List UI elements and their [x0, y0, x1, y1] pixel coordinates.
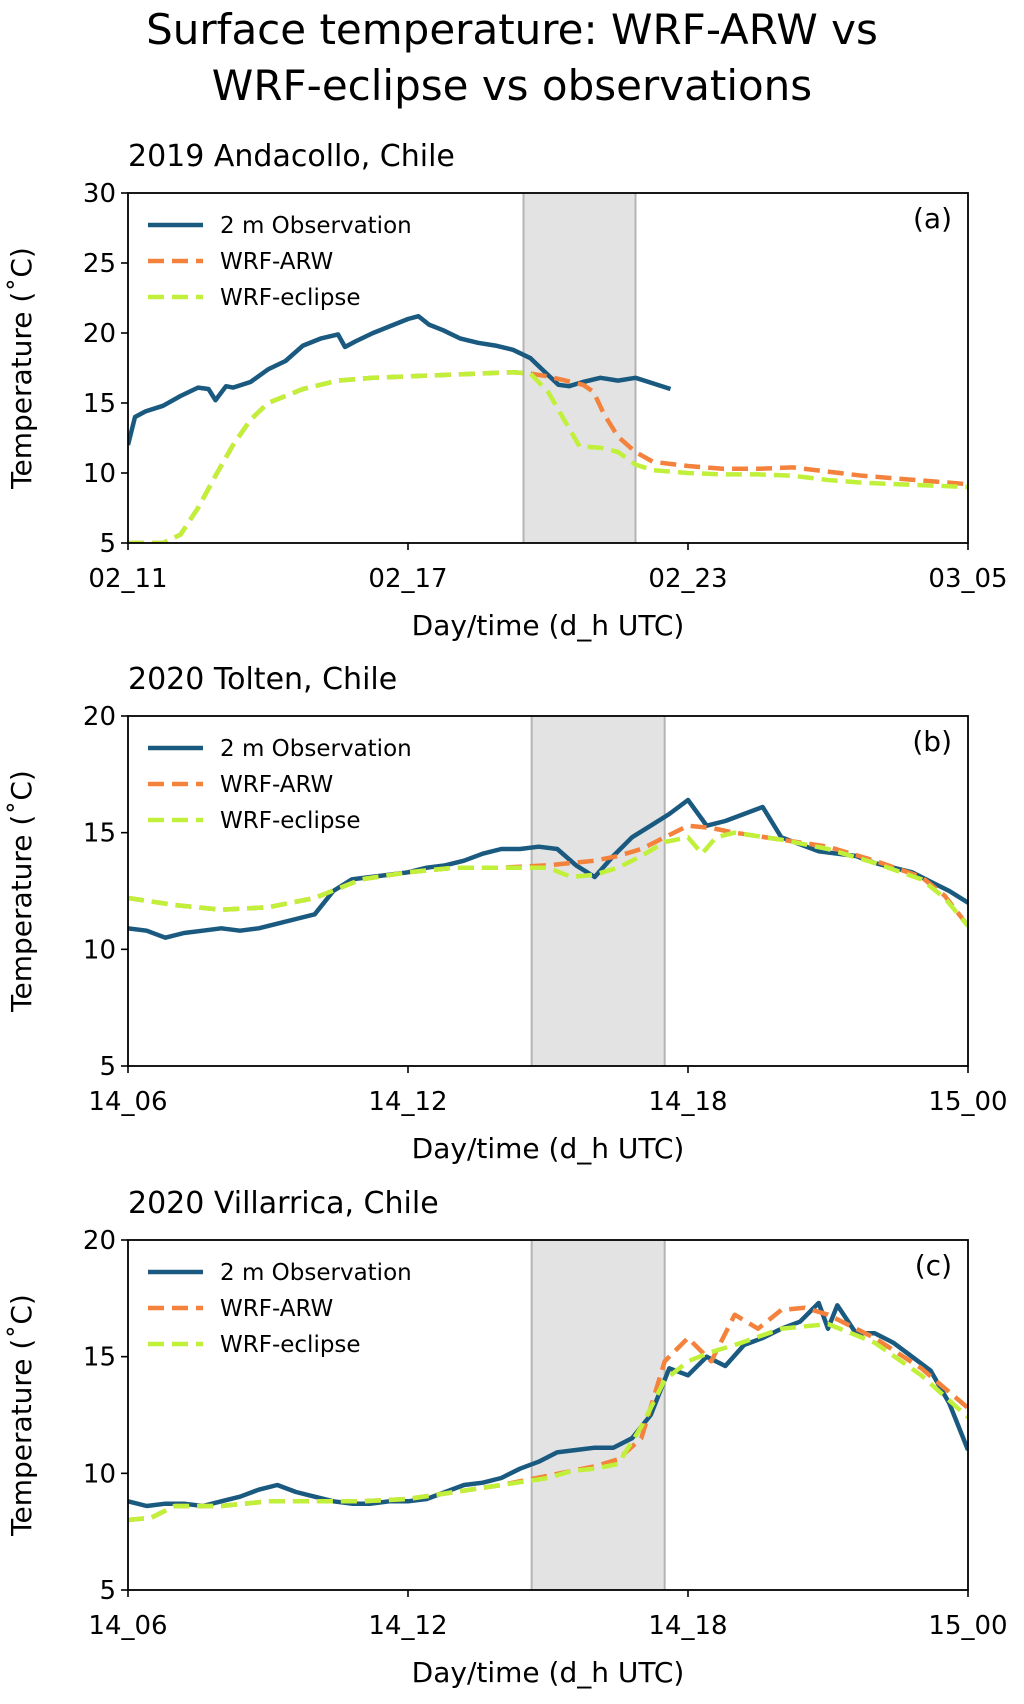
figure-title-line2: WRF-eclipse vs observations [211, 61, 813, 110]
series-line-wrf_eclipse [128, 369, 968, 543]
legend: 2 m Observation WRF-ARW WRF-eclipse [148, 213, 412, 311]
series-line-observation [128, 1300, 968, 1509]
plot-frame [127, 1239, 969, 1591]
legend-label-observation: 2 m Observation [220, 1260, 412, 1286]
panel-title: 2019 Andacollo, Chile [128, 139, 455, 174]
x-tick-label: 14_06 [88, 1611, 167, 1641]
series-line-wrf_arw [128, 369, 968, 543]
x-tick-label: 14_06 [88, 1087, 167, 1117]
y-tick-label: 5 [99, 1052, 116, 1082]
y-tick-label: 20 [83, 1226, 116, 1256]
legend-label-wrf_arw: WRF-ARW [220, 249, 333, 275]
y-tick-label: 15 [83, 819, 116, 849]
legend-label-wrf_eclipse: WRF-eclipse [220, 1332, 361, 1358]
panel-1: 5 10 15 20 25 30 02_11 02_17 02_23 03_05 Day/time … [5, 139, 1008, 642]
y-tick-label: 5 [99, 529, 116, 559]
x-axis-label: Day/time (d_h UTC) [412, 609, 685, 642]
x-tick-label: 14_18 [648, 1611, 727, 1641]
panel-3: 5 10 15 20 14_06 14_12 14_18 15_00 Day/time (d_h… [5, 1186, 1008, 1689]
y-axis-label: Temperature (˚C) [5, 247, 38, 490]
x-tick-label: 03_05 [928, 564, 1007, 594]
y-tick-label: 20 [83, 702, 116, 732]
x-axis-label: Day/time (d_h UTC) [412, 1132, 685, 1165]
panel-letter: (a) [913, 202, 952, 235]
panel-2: 5 10 15 20 14_06 14_12 14_18 15_00 Day/time (d_h… [5, 662, 1008, 1165]
y-tick-label: 15 [83, 1343, 116, 1373]
figure-title: Surface temperature: WRF-ARW vs WRF-ecli… [0, 2, 1024, 114]
eclipse-shade [531, 1240, 665, 1590]
series-line-observation [128, 797, 968, 940]
x-tick-label: 14_18 [648, 1087, 727, 1117]
series-line-wrf_arw [128, 1305, 968, 1523]
panel-title: 2020 Villarrica, Chile [128, 1186, 439, 1221]
y-axis-label: Temperature (˚C) [5, 770, 38, 1013]
x-axis-label: Day/time (d_h UTC) [412, 1656, 685, 1689]
x-tick-label: 14_12 [368, 1087, 447, 1117]
legend-label-wrf_eclipse: WRF-eclipse [220, 808, 361, 834]
x-tick-label: 02_23 [648, 564, 727, 594]
legend: 2 m Observation WRF-ARW WRF-eclipse [148, 1260, 412, 1358]
legend-label-observation: 2 m Observation [220, 736, 412, 762]
plot-frame [127, 192, 969, 544]
x-tick-label: 14_12 [368, 1611, 447, 1641]
x-tick-label: 15_00 [928, 1611, 1007, 1641]
legend: 2 m Observation WRF-ARW WRF-eclipse [148, 736, 412, 834]
y-axis-label: Temperature (˚C) [5, 1294, 38, 1537]
legend-label-observation: 2 m Observation [220, 213, 412, 239]
series-line-observation [128, 313, 672, 446]
y-tick-label: 5 [99, 1576, 116, 1606]
panel-letter: (b) [912, 725, 952, 758]
y-tick-label: 20 [83, 319, 116, 349]
panel-title: 2020 Tolten, Chile [128, 662, 397, 697]
y-tick-label: 30 [83, 179, 116, 209]
legend-label-wrf_arw: WRF-ARW [220, 1296, 333, 1322]
series-line-wrf_eclipse [128, 830, 968, 928]
x-tick-label: 15_00 [928, 1087, 1007, 1117]
x-tick-label: 02_11 [88, 564, 167, 594]
eclipse-shade [531, 716, 665, 1066]
plot-frame [127, 715, 969, 1067]
y-tick-label: 10 [83, 1459, 116, 1489]
panel-letter: (c) [915, 1249, 952, 1282]
y-tick-label: 25 [83, 249, 116, 279]
y-tick-label: 15 [83, 389, 116, 419]
series-line-wrf_eclipse [128, 1321, 968, 1523]
legend-label-wrf_arw: WRF-ARW [220, 772, 333, 798]
y-tick-label: 10 [83, 935, 116, 965]
y-tick-label: 10 [83, 459, 116, 489]
figure-title-line1: Surface temperature: WRF-ARW vs [146, 5, 878, 54]
legend-label-wrf_eclipse: WRF-eclipse [220, 285, 361, 311]
x-tick-label: 02_17 [368, 564, 447, 594]
